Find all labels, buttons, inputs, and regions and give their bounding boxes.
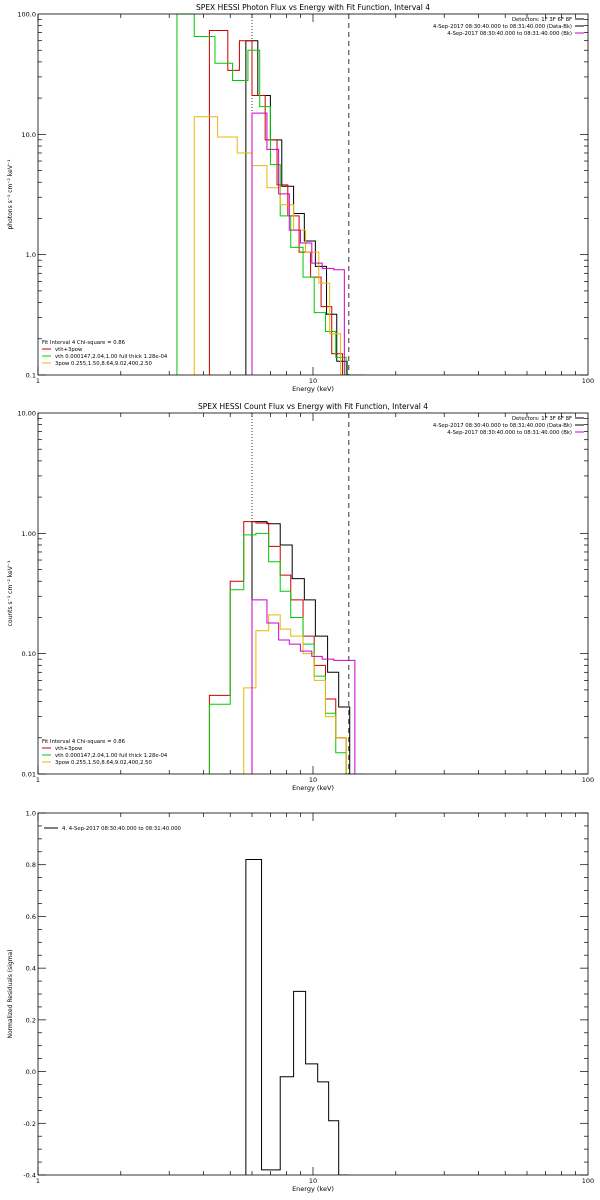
y-tick-label: 10.0 [22, 131, 36, 139]
y-tick-label: 0.01 [22, 771, 36, 779]
y-tick-label: 10.00 [17, 410, 36, 418]
y-tick-label: 0.0 [26, 1068, 36, 1076]
legend-entry: 3pow 0.255,1.50,8.64,9.02,400,2.50 [55, 361, 152, 367]
y-axis-label: Normalized Residuals (sigma) [7, 949, 14, 1038]
x-axis-label: Energy (keV) [292, 1185, 334, 1193]
x-tick-label: 10 [309, 377, 317, 385]
y-axis-label: photons s⁻¹ cm⁻² keV⁻¹ [7, 159, 14, 230]
chart-title: SPEX HESSI Photon Flux vs Energy with Fi… [196, 3, 430, 12]
series-2-step-line [208, 532, 365, 774]
legend-entry: vth 0.000147,2.04,1.00 full thick 1.28e-… [55, 354, 168, 360]
info-line: Detectors: 1F 3F 6F 8F [512, 416, 572, 422]
legend-entry: vth+3pow [55, 347, 83, 353]
legend: Fit Interval 4 Chi-square = 0.86vth+3pow… [42, 739, 168, 766]
series-4-step-line [251, 599, 356, 774]
x-axis: 1 10 100 Energy (keV) [36, 413, 594, 792]
series-1-step-line [208, 521, 365, 774]
plot-frame [37, 412, 589, 775]
y-axis: 10.00 1.00 0.10 0.01 counts s⁻¹ cm⁻² keV⁻¹ [7, 410, 588, 779]
y-tick-label: 1.00 [22, 530, 36, 538]
x-tick-label: 10 [309, 776, 317, 784]
x-tick-label: 10 [309, 1177, 317, 1185]
series-0-step-line [251, 521, 351, 774]
info-line: 4-Sep-2017 08:30:40.000 to 08:31:40.000 … [447, 430, 572, 436]
x-axis: 1 10 100 Energy (keV) [36, 813, 594, 1193]
series-3-step-line [193, 116, 342, 375]
y-tick-label: 0.6 [26, 913, 36, 921]
y-tick-label: 1.0 [26, 810, 36, 818]
series-group [245, 859, 349, 1175]
series-0-step-line [245, 859, 349, 1175]
series-4-step-line [251, 112, 345, 375]
series-1-step-line [208, 29, 343, 375]
info-line: 4-Sep-2017 08:30:40.000 to 08:31:40.000 … [433, 24, 572, 30]
legend-entry: vth 0.000147,2.04,1.00 full thick 1.28e-… [55, 753, 168, 759]
series-group [176, 14, 365, 375]
x-axis-label: Energy (keV) [292, 784, 334, 792]
panel-1: SPEX HESSI Photon Flux vs Energy with Fi… [7, 3, 594, 393]
legend-entry: vth+3pow [55, 746, 83, 752]
plot-frame [37, 13, 589, 376]
x-tick-label: 100 [582, 776, 594, 784]
legend-entry: 3pow 0.255,1.50,8.64,9.02,400,2.50 [55, 760, 152, 766]
legend-entry: 4. 4-Sep-2017 08:30:40.000 to 08:31:40.0… [62, 826, 182, 832]
x-tick-label: 1 [36, 776, 40, 784]
x-tick-label: 1 [36, 377, 40, 385]
y-tick-label: 100.0 [17, 11, 36, 19]
x-tick-label: 100 [582, 377, 594, 385]
info-line: Detectors: 1F 3F 6F 8F [512, 17, 572, 23]
series-group [208, 521, 365, 774]
y-axis: 1.0 0.8 0.6 0.4 0.2 0.0 -0.2 -0.4 Normalized Res… [7, 810, 588, 1180]
y-tick-label: 1.0 [26, 251, 36, 259]
y-axis-label: counts s⁻¹ cm⁻² keV⁻¹ [7, 560, 14, 626]
y-tick-label: 0.4 [26, 965, 36, 973]
panel-3: 1 10 100 Energy (keV) 1.0 0.8 0.6 0.4 0.2 0.0 -0.2… [7, 810, 594, 1194]
y-tick-label: 0.10 [22, 650, 36, 658]
x-tick-label: 100 [582, 1177, 594, 1185]
info-line: 4-Sep-2017 08:30:40.000 to 08:31:40.000 … [433, 423, 572, 429]
x-axis: 1 10 100 Energy (keV) [36, 14, 594, 393]
chart-title: SPEX HESSI Count Flux vs Energy with Fit… [198, 402, 428, 411]
plot-frame [37, 812, 589, 1176]
y-tick-label: 0.2 [26, 1016, 36, 1024]
x-tick-label: 1 [36, 1177, 40, 1185]
info-line: 4-Sep-2017 08:30:40.000 to 08:31:40.000 … [447, 31, 572, 37]
legend-header: Fit Interval 4 Chi-square = 0.86 [42, 739, 126, 745]
series-3-step-line [230, 614, 357, 774]
y-tick-label: -0.2 [23, 1120, 36, 1128]
y-tick-label: -0.4 [23, 1172, 36, 1180]
legend: 4. 4-Sep-2017 08:30:40.000 to 08:31:40.0… [44, 826, 182, 832]
y-axis: 100.0 10.0 1.0 0.1 photons s⁻¹ cm⁻² keV⁻¹ [7, 11, 588, 380]
y-tick-label: 0.1 [26, 372, 36, 380]
panel-2: SPEX HESSI Count Flux vs Energy with Fit… [7, 402, 594, 792]
legend: Fit Interval 4 Chi-square = 0.86vth+3pow… [42, 340, 168, 367]
x-axis-label: Energy (keV) [292, 385, 334, 393]
y-tick-label: 0.8 [26, 861, 36, 869]
legend-header: Fit Interval 4 Chi-square = 0.86 [42, 340, 126, 346]
